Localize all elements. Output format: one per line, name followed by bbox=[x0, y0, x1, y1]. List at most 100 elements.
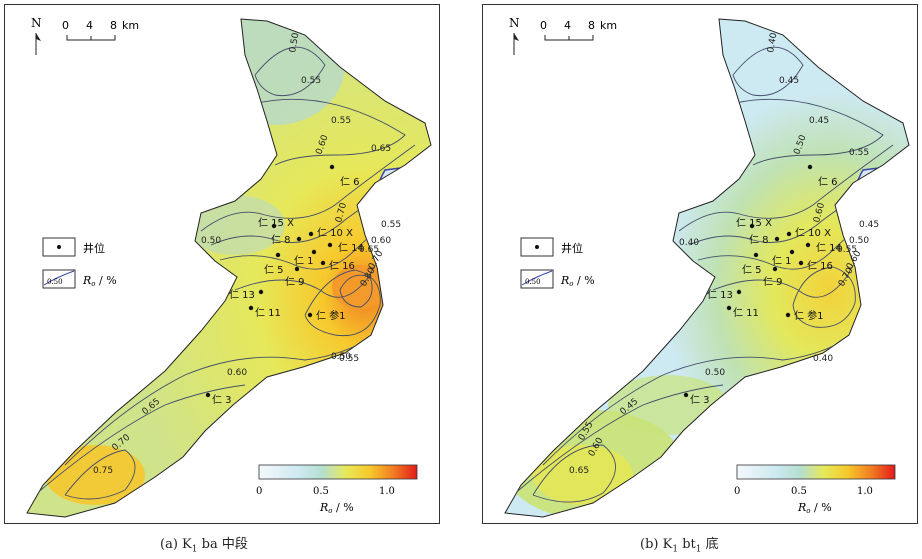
well-label: 仁 15 X bbox=[736, 217, 772, 229]
contour-label: 0.60 bbox=[371, 236, 391, 246]
well-marker bbox=[294, 266, 300, 272]
contour-label: 0.75 bbox=[93, 466, 113, 476]
colorbar-tick: 0.5 bbox=[791, 486, 807, 497]
well-marker bbox=[798, 260, 804, 266]
contour-label: 0.55 bbox=[339, 354, 359, 364]
well-label: 仁 参1 bbox=[794, 309, 824, 322]
contour-label: 0.40 bbox=[813, 354, 833, 364]
contour-label: 0.55 bbox=[849, 148, 869, 158]
scale-8: 8 bbox=[588, 19, 595, 32]
well-label: 仁 15 X bbox=[258, 217, 294, 229]
colorbar-tick: 0 bbox=[734, 486, 740, 497]
contour-label: 0.45 bbox=[809, 116, 829, 126]
well-label: 仁 1 bbox=[772, 255, 792, 267]
well-label: 仁 8 bbox=[271, 234, 291, 246]
north-arrow: N bbox=[31, 16, 42, 55]
well-label: 仁 9 bbox=[285, 276, 305, 288]
contour-label: 0.50 bbox=[705, 368, 725, 378]
well-label: 仁 11 bbox=[733, 307, 759, 319]
well-marker bbox=[683, 392, 689, 398]
colorbar: 0 0.5 1.0 Ro / % bbox=[734, 464, 896, 515]
contour-label: 0.65 bbox=[371, 144, 391, 154]
contour-label: 0.50 bbox=[331, 352, 351, 362]
scale-8: 8 bbox=[110, 19, 117, 32]
well-marker bbox=[307, 312, 313, 318]
well-label: 仁 11 bbox=[255, 307, 281, 319]
well-marker bbox=[327, 242, 333, 248]
legend-well-label: 井位 bbox=[83, 241, 105, 255]
well-marker bbox=[308, 231, 314, 237]
well-marker bbox=[789, 249, 795, 255]
well-marker bbox=[726, 305, 732, 311]
colorbar: 0 0.5 1.0 Ro / % bbox=[256, 464, 418, 515]
map-svg-a: 0.50 0.55 0.55 0.60 0.65 0.70 0.50 0.55 … bbox=[26, 16, 432, 518]
contour-label: 0.55 bbox=[837, 245, 857, 255]
well-label: 仁 6 bbox=[340, 176, 360, 188]
contour-label: 0.55 bbox=[381, 220, 401, 230]
well-label: 仁 5 bbox=[264, 264, 284, 276]
well-label: 仁 3 bbox=[690, 394, 710, 406]
well-marker bbox=[786, 231, 792, 237]
scale-bar: 0 4 8 km bbox=[540, 19, 617, 41]
well-label: 仁 16 bbox=[807, 260, 833, 272]
well-label: 仁 参1 bbox=[316, 309, 346, 322]
scale-0: 0 bbox=[62, 19, 69, 32]
colorbar-label: Ro / % bbox=[319, 501, 354, 515]
scale-0: 0 bbox=[540, 19, 547, 32]
well-marker bbox=[805, 242, 811, 248]
well-label: 仁 16 bbox=[329, 260, 355, 272]
legend-well-label: 井位 bbox=[561, 241, 583, 255]
scale-unit: km bbox=[122, 19, 139, 32]
well-label: 仁 1 bbox=[294, 255, 314, 267]
well-marker bbox=[736, 289, 742, 295]
contour-label: 0.55 bbox=[301, 76, 321, 86]
well-marker bbox=[258, 289, 264, 295]
well-label: 仁 14 bbox=[816, 242, 842, 254]
legend-contour-sample: 0.50 bbox=[525, 278, 541, 286]
map-panel-a: 0.50 0.55 0.55 0.60 0.65 0.70 0.50 0.55 … bbox=[4, 4, 440, 524]
legend: 井位 0.50 Ro / % bbox=[520, 237, 595, 289]
well-label: 仁 5 bbox=[742, 264, 762, 276]
scale-4: 4 bbox=[86, 19, 93, 32]
legend-ro-label: Ro / % bbox=[82, 274, 117, 288]
well-label: 仁 14 bbox=[338, 242, 364, 254]
well-label: 仁 10 X bbox=[317, 227, 353, 239]
well-label: 仁 6 bbox=[818, 176, 838, 188]
contour-label: 0.60 bbox=[227, 368, 247, 378]
contour-label: 0.40 bbox=[766, 32, 779, 54]
north-label: N bbox=[31, 16, 42, 30]
colorbar-label: Ro / % bbox=[797, 501, 832, 515]
map-svg-b: 0.40 0.45 0.45 0.50 0.55 0.60 0.40 0.45 … bbox=[504, 16, 910, 518]
well-marker bbox=[320, 260, 326, 266]
well-marker bbox=[311, 249, 317, 255]
well-marker bbox=[296, 236, 302, 242]
colorbar-tick: 1.0 bbox=[379, 486, 395, 497]
well-label: 仁 9 bbox=[763, 276, 783, 288]
caption-b: (b) K1 bt1 底 bbox=[640, 537, 719, 555]
well-label: 仁 3 bbox=[212, 394, 232, 406]
contour-label: 0.55 bbox=[331, 116, 351, 126]
well-label: 仁 8 bbox=[749, 234, 769, 246]
well-marker bbox=[271, 223, 277, 229]
well-marker bbox=[205, 392, 211, 398]
well-marker bbox=[275, 252, 281, 258]
colorbar-tick: 1.0 bbox=[857, 486, 873, 497]
contour-label: 0.65 bbox=[359, 245, 379, 255]
contour-label: 0.50 bbox=[849, 236, 869, 246]
scale-bar: 0 4 8 km bbox=[62, 19, 139, 41]
colorbar-tick: 0.5 bbox=[313, 486, 329, 497]
well-marker bbox=[774, 236, 780, 242]
contour-label: 0.45 bbox=[859, 220, 879, 230]
contour-label: 0.50 bbox=[288, 32, 301, 54]
well-marker bbox=[753, 252, 759, 258]
contour-label: 0.50 bbox=[201, 236, 221, 246]
well-label: 仁 13 bbox=[229, 289, 255, 301]
well-marker bbox=[749, 223, 755, 229]
north-label: N bbox=[509, 16, 520, 30]
well-label: 仁 13 bbox=[707, 289, 733, 301]
well-marker bbox=[248, 305, 254, 311]
well-marker bbox=[772, 266, 778, 272]
well-label: 仁 10 X bbox=[795, 227, 831, 239]
contour-label: 0.45 bbox=[779, 76, 799, 86]
north-arrow: N bbox=[509, 16, 520, 55]
